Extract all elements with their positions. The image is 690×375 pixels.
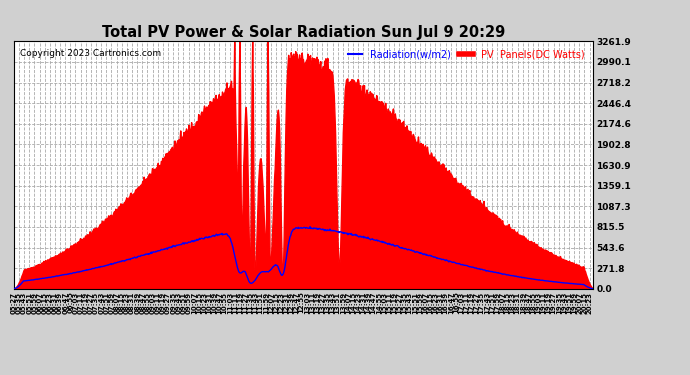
Legend: Radiation(w/m2), PV  Panels(DC Watts): Radiation(w/m2), PV Panels(DC Watts) [344,46,589,64]
Title: Total PV Power & Solar Radiation Sun Jul 9 20:29: Total PV Power & Solar Radiation Sun Jul… [102,25,505,40]
Text: Copyright 2023 Cartronics.com: Copyright 2023 Cartronics.com [19,49,161,58]
